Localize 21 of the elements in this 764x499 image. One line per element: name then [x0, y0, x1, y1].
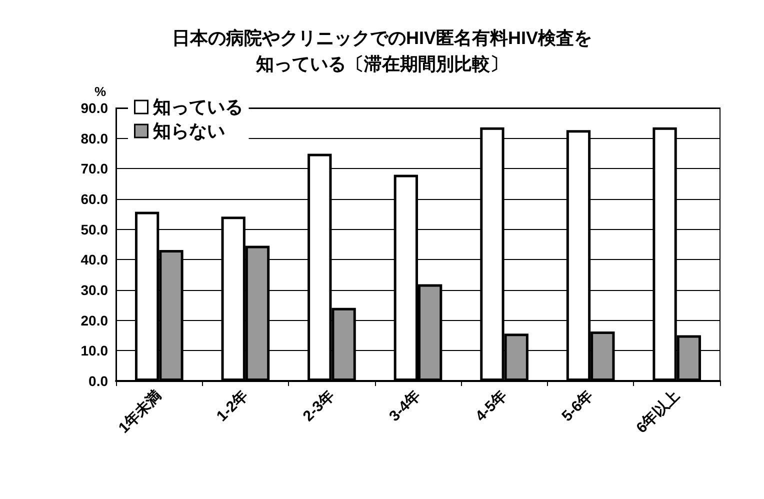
y-tick-label: 10.0 [80, 342, 108, 359]
y-tick-label: 50.0 [80, 221, 108, 238]
y-tick-label: 80.0 [80, 130, 108, 146]
chart-title: 日本の病院やクリニックでのHIV匿名有料HIV検査を知っている〔滞在期間別比較〕 [172, 28, 592, 74]
y-tick-label: 70.0 [80, 160, 108, 177]
x-tick-label: 1年未満 [115, 386, 166, 437]
x-tick-label: 6年以上 [633, 386, 683, 437]
y-tick-label: 90.0 [80, 100, 108, 116]
y-tick-label: 40.0 [80, 252, 108, 268]
y-tick-label: 60.0 [80, 191, 108, 207]
x-tick-label: 2-3年 [300, 386, 338, 425]
x-tick-label: 5-6年 [558, 386, 597, 425]
legend-label: 知らない [152, 121, 225, 141]
x-tick-label: 4-5年 [472, 386, 510, 425]
y-axis-title: % [94, 84, 106, 99]
x-tick-label: 3-4年 [386, 386, 424, 425]
x-tick-label: 1-2年 [213, 386, 252, 425]
y-tick-label: 20.0 [80, 312, 108, 328]
legend-label: 知っている [152, 97, 243, 117]
y-tick-label: 30.0 [80, 282, 108, 298]
y-tick-label: 0.0 [88, 373, 108, 389]
